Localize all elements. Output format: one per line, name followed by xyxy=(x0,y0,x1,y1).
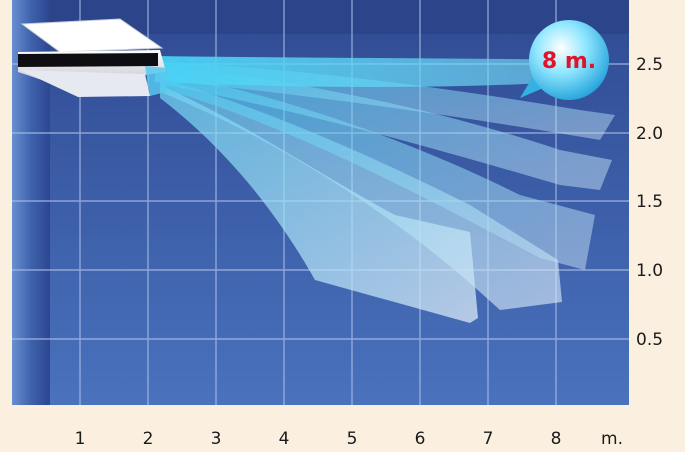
ac-outlet xyxy=(145,66,168,96)
x-tick-label: 3 xyxy=(211,429,222,449)
x-axis: 1 2 3 4 5 6 7 8 m. xyxy=(75,429,623,449)
airflow-low xyxy=(160,78,562,310)
airflow-main-jet xyxy=(155,56,600,87)
y-tick-label: 2.0 xyxy=(636,124,663,144)
airflow-mid-low xyxy=(160,72,595,270)
x-tick-label: 2 xyxy=(143,429,154,449)
ac-bottom-face xyxy=(20,70,150,97)
x-tick-label: 8 xyxy=(551,429,562,449)
x-tick-label: 4 xyxy=(279,429,290,449)
x-tick-label: 6 xyxy=(415,429,426,449)
y-tick-label: 1.0 xyxy=(636,261,663,281)
y-tick-label: 1.5 xyxy=(636,192,663,212)
x-axis-unit: m. xyxy=(601,429,623,449)
air-conditioner-unit-icon xyxy=(18,18,168,97)
y-tick-label: 0.5 xyxy=(636,330,663,350)
y-tick-label: 2.5 xyxy=(636,55,663,75)
distance-badge: 8 m. xyxy=(520,20,609,100)
airflow-mid xyxy=(160,66,612,190)
x-tick-label: 7 xyxy=(483,429,494,449)
badge-circle xyxy=(529,20,609,100)
airflow-lowest xyxy=(160,85,478,323)
airflow-fans xyxy=(155,56,615,323)
ac-top-face xyxy=(20,18,164,53)
x-tick-label: 1 xyxy=(75,429,86,449)
x-tick-label: 5 xyxy=(347,429,358,449)
y-axis: 2.5 2.0 1.5 1.0 0.5 xyxy=(636,55,663,350)
badge-label: 8 m. xyxy=(542,49,596,74)
ac-vent-slot xyxy=(18,53,158,67)
